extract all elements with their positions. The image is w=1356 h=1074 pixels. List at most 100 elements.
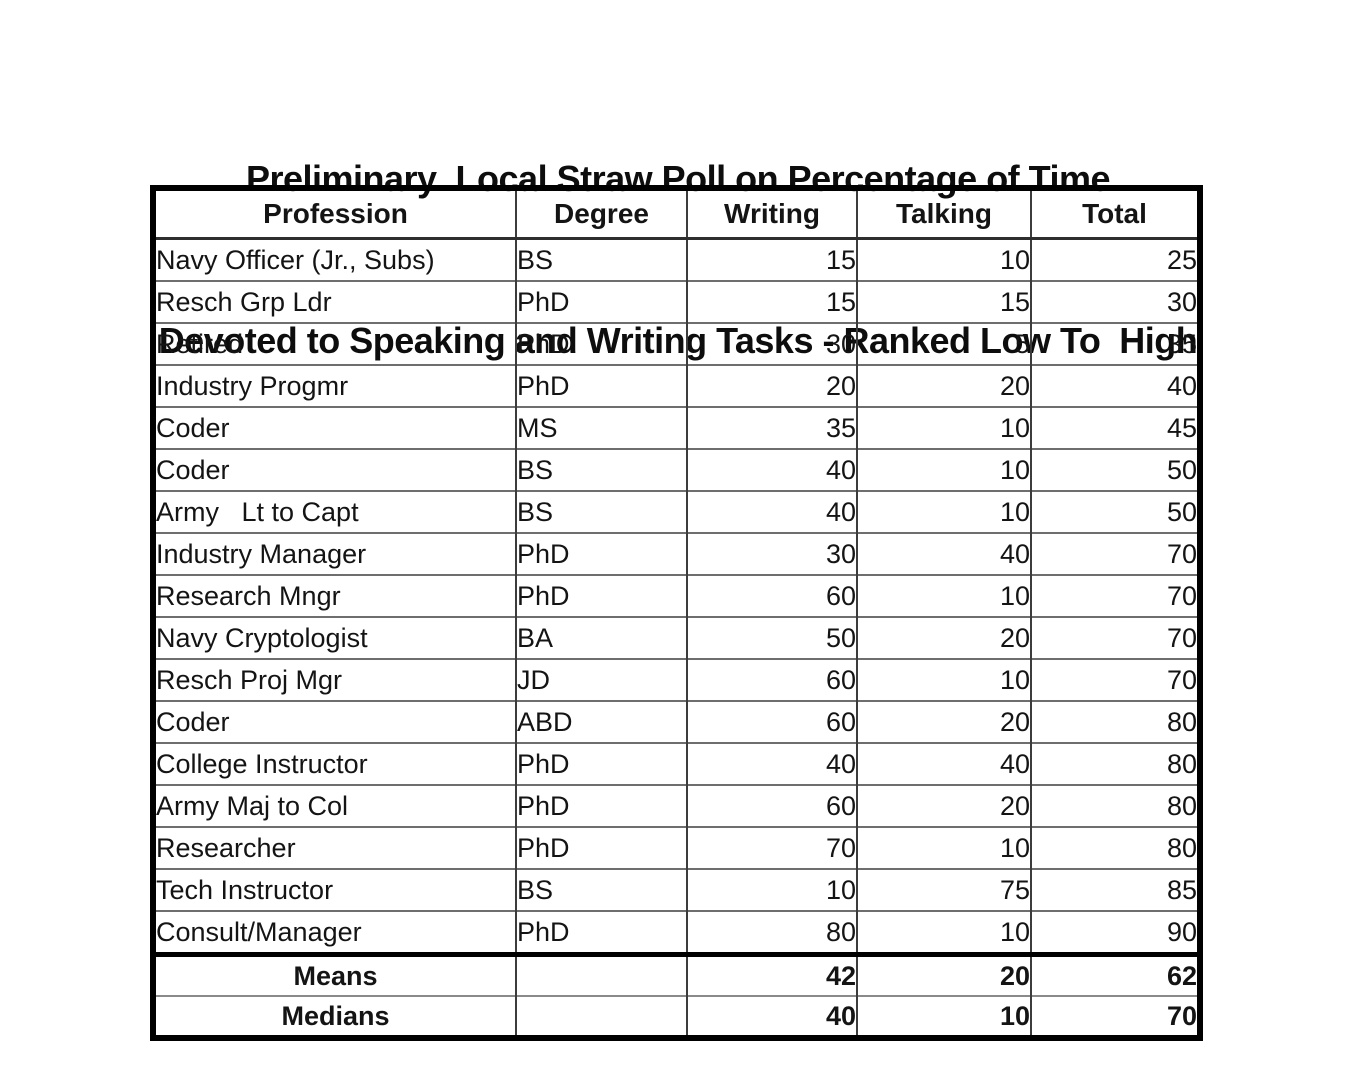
table-row: Navy Officer (Jr., Subs) BS 15 10 25 [152, 237, 1200, 281]
cell-degree: BA [515, 616, 687, 659]
cell-talking: 15 [856, 280, 1031, 323]
cell-total: 80 [1030, 826, 1200, 869]
cell-degree: PhD [515, 784, 687, 827]
cell-profession: Coder [152, 448, 516, 491]
cell-talking: 10 [856, 826, 1031, 869]
cell-profession: Army Lt to Capt [152, 490, 516, 533]
cell-total: 80 [1030, 784, 1200, 827]
cell-profession: Retired [152, 322, 516, 365]
cell-talking: 20 [856, 952, 1031, 996]
table-row: Army Maj to Col PhD 60 20 80 [152, 784, 1200, 827]
column-header-talking: Talking [856, 188, 1031, 239]
straw-poll-table: Profession Degree Writing Talking Total … [150, 185, 1203, 1041]
cell-degree: MS [515, 406, 687, 449]
cell-total: 62 [1030, 952, 1200, 996]
cell-writing: 40 [686, 995, 857, 1038]
cell-profession: Navy Officer (Jr., Subs) [152, 237, 516, 281]
summary-body: Means 42 20 62 Medians 40 10 70 [152, 952, 1200, 1038]
cell-degree: ABD [515, 700, 687, 743]
cell-talking: 10 [856, 995, 1031, 1038]
table-body: Navy Officer (Jr., Subs) BS 15 10 25 Resch Gr… [152, 237, 1200, 955]
cell-profession: Medians [152, 995, 516, 1038]
table-row: Industry Progmr PhD 20 20 40 [152, 364, 1200, 407]
cell-talking: 10 [856, 448, 1031, 491]
cell-degree [515, 952, 687, 996]
cell-writing: 40 [686, 448, 857, 491]
cell-total: 70 [1030, 532, 1200, 575]
cell-talking: 20 [856, 616, 1031, 659]
cell-total: 35 [1030, 322, 1200, 365]
cell-total: 50 [1030, 448, 1200, 491]
cell-writing: 15 [686, 280, 857, 323]
table-row: Coder BS 40 10 50 [152, 448, 1200, 491]
column-header-profession: Profession [152, 188, 516, 239]
cell-talking: 10 [856, 406, 1031, 449]
cell-writing: 42 [686, 952, 857, 996]
table-row: Navy Cryptologist BA 50 20 70 [152, 616, 1200, 659]
cell-degree: PhD [515, 742, 687, 785]
cell-degree: PhD [515, 364, 687, 407]
cell-talking: 20 [856, 700, 1031, 743]
cell-writing: 20 [686, 364, 857, 407]
header-row: Profession Degree Writing Talking Total [152, 188, 1200, 239]
cell-profession: College Instructor [152, 742, 516, 785]
cell-degree: BS [515, 490, 687, 533]
cell-talking: 10 [856, 237, 1031, 281]
cell-writing: 35 [686, 406, 857, 449]
cell-profession: Tech Instructor [152, 868, 516, 911]
cell-writing: 15 [686, 237, 857, 281]
cell-profession: Researcher [152, 826, 516, 869]
summary-row-means: Means 42 20 62 [152, 952, 1200, 996]
cell-talking: 20 [856, 364, 1031, 407]
cell-writing: 60 [686, 700, 857, 743]
cell-writing: 50 [686, 616, 857, 659]
cell-total: 70 [1030, 616, 1200, 659]
table-row: Retired PhD 30 5 35 [152, 322, 1200, 365]
cell-degree: PhD [515, 322, 687, 365]
table-row: College Instructor PhD 40 40 80 [152, 742, 1200, 785]
cell-talking: 10 [856, 574, 1031, 617]
cell-total: 70 [1030, 658, 1200, 701]
cell-degree: BS [515, 868, 687, 911]
cell-profession: Coder [152, 406, 516, 449]
table-row: Coder MS 35 10 45 [152, 406, 1200, 449]
cell-writing: 60 [686, 784, 857, 827]
cell-total: 70 [1030, 574, 1200, 617]
cell-total: 40 [1030, 364, 1200, 407]
cell-degree: PhD [515, 280, 687, 323]
table-row: Researcher PhD 70 10 80 [152, 826, 1200, 869]
table-row: Resch Proj Mgr JD 60 10 70 [152, 658, 1200, 701]
table-row: Consult/Manager PhD 80 10 90 [152, 910, 1200, 955]
column-header-total: Total [1030, 188, 1200, 239]
cell-degree: PhD [515, 910, 687, 955]
cell-profession: Coder [152, 700, 516, 743]
cell-total: 80 [1030, 700, 1200, 743]
cell-writing: 60 [686, 658, 857, 701]
cell-profession: Resch Proj Mgr [152, 658, 516, 701]
cell-total: 85 [1030, 868, 1200, 911]
cell-degree: PhD [515, 826, 687, 869]
cell-writing: 10 [686, 868, 857, 911]
cell-writing: 40 [686, 490, 857, 533]
cell-talking: 40 [856, 532, 1031, 575]
cell-total: 90 [1030, 910, 1200, 955]
cell-profession: Industry Manager [152, 532, 516, 575]
cell-degree: PhD [515, 532, 687, 575]
cell-total: 50 [1030, 490, 1200, 533]
table-row: Research Mngr PhD 60 10 70 [152, 574, 1200, 617]
table-row: Industry Manager PhD 30 40 70 [152, 532, 1200, 575]
cell-degree: JD [515, 658, 687, 701]
cell-talking: 10 [856, 658, 1031, 701]
cell-writing: 40 [686, 742, 857, 785]
cell-talking: 10 [856, 910, 1031, 955]
cell-total: 30 [1030, 280, 1200, 323]
cell-profession: Navy Cryptologist [152, 616, 516, 659]
cell-profession: Resch Grp Ldr [152, 280, 516, 323]
cell-writing: 80 [686, 910, 857, 955]
cell-talking: 5 [856, 322, 1031, 365]
cell-writing: 30 [686, 532, 857, 575]
cell-profession: Consult/Manager [152, 910, 516, 955]
table-row: Tech Instructor BS 10 75 85 [152, 868, 1200, 911]
cell-talking: 75 [856, 868, 1031, 911]
